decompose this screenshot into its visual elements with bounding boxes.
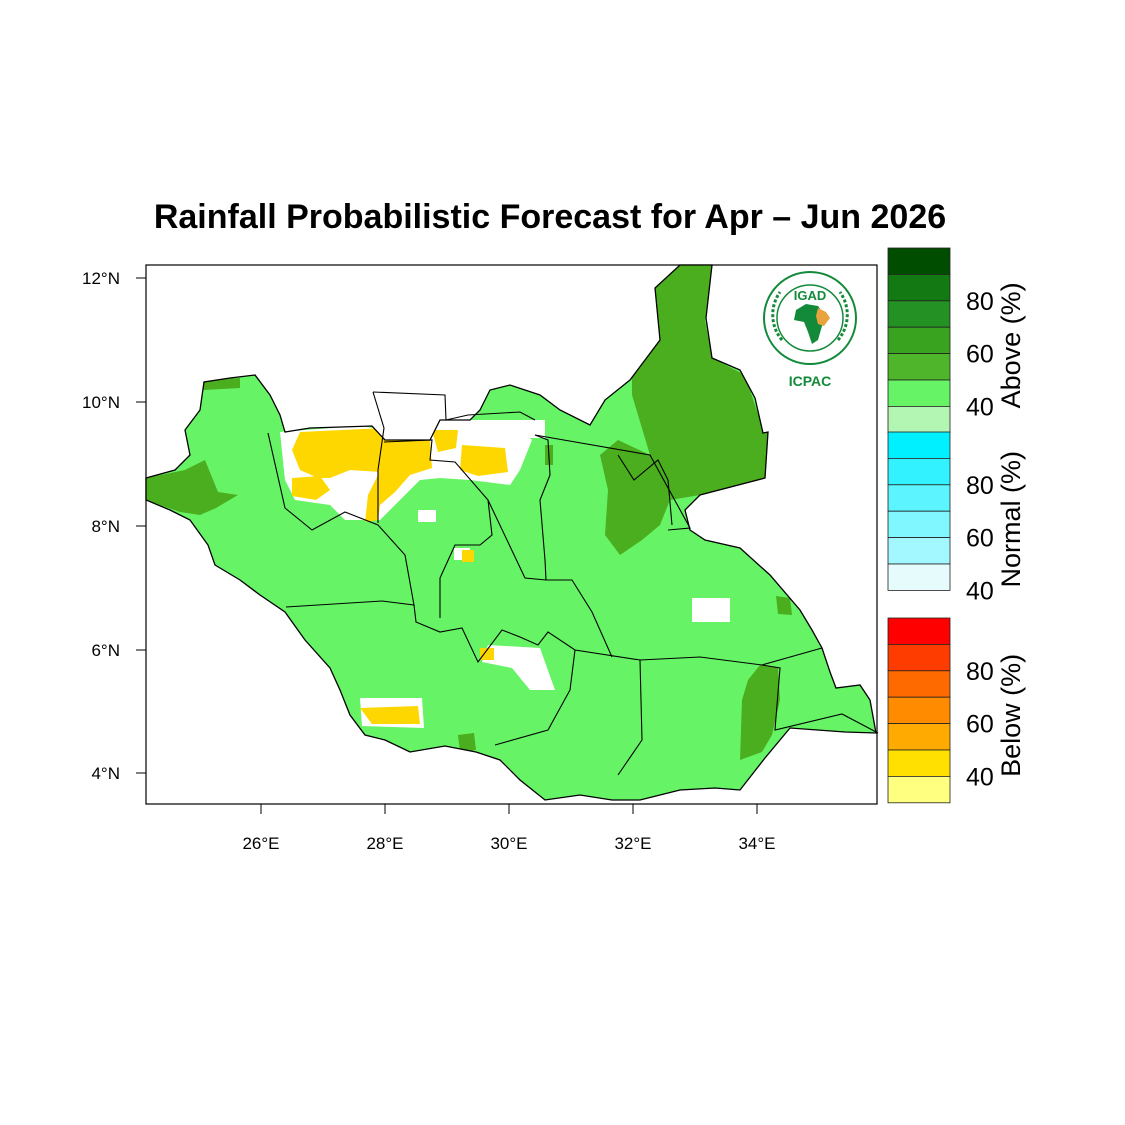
legend-tick-label: 80	[966, 288, 994, 316]
legend-swatch	[887, 670, 951, 698]
x-tick-label: 32°E	[614, 834, 651, 853]
y-tick-label: 4°N	[91, 764, 120, 783]
laurel-right-icon	[836, 291, 849, 341]
legend-swatch	[887, 749, 951, 777]
below-40-zone-patch-1	[292, 476, 330, 500]
y-tick-label: 8°N	[91, 517, 120, 536]
normal-zone-north-strip	[432, 420, 545, 438]
legend-tick-label: 40	[966, 763, 994, 791]
above-50-zone-south-spot	[458, 733, 476, 752]
axis-ticks	[136, 277, 758, 814]
legend-swatch	[887, 563, 951, 591]
y-tick-label: 6°N	[91, 641, 120, 660]
igad-region-icon	[816, 308, 830, 326]
normal-zone-central	[482, 645, 555, 690]
legend-swatch	[887, 510, 951, 539]
legend-group-label: Normal (%)	[996, 451, 1026, 588]
below-40-zone-spot-2	[462, 550, 474, 562]
legend-swatch	[887, 431, 951, 459]
logo-acronym: IGAD	[794, 288, 827, 303]
below-40-zone-north-central	[365, 440, 432, 522]
normal-zone-spot-1	[418, 510, 436, 522]
y-tick-label: 10°N	[82, 393, 120, 412]
legend-swatch	[887, 484, 951, 512]
x-tick-label: 34°E	[738, 834, 775, 853]
country-outline	[145, 264, 877, 801]
legend-swatch	[887, 247, 951, 275]
x-tick-label: 26°E	[242, 834, 279, 853]
above-50-zone-northeast	[600, 265, 768, 555]
y-axis-labels: 12°N 10°N 8°N 6°N 4°N	[82, 269, 120, 783]
logo-subtitle: ICPAC	[789, 373, 832, 389]
legend-swatch	[887, 326, 951, 355]
above-50-zone-west	[146, 460, 238, 515]
legend-swatch	[887, 273, 951, 302]
legend-tick-label: 40	[966, 577, 994, 605]
chart-title: Rainfall Probabilistic Forecast for Apr …	[153, 198, 947, 236]
x-tick-label: 28°E	[366, 834, 403, 853]
below-40-zone-patch-2	[432, 430, 458, 452]
above-50-zone-small-se	[776, 596, 792, 615]
state-boundaries	[267, 391, 879, 776]
below-40-zone-spot-1	[480, 648, 494, 660]
legend-tick-label: 80	[966, 472, 994, 500]
legend-swatch	[887, 644, 951, 672]
normal-zone-east	[692, 598, 730, 622]
legend-swatch	[887, 405, 951, 434]
igad-icpac-logo: IGAD ICPAC	[763, 271, 857, 389]
legend-tick-label: 80	[966, 658, 994, 686]
below-40-zone-south	[360, 706, 420, 724]
legend-group-above: 80 60 40 Above (%)	[887, 247, 1026, 434]
legend-swatch	[887, 379, 951, 407]
below-40-zone-patch-3	[460, 445, 508, 476]
legend-swatch	[887, 776, 951, 804]
above-50-zone-southeast	[740, 665, 780, 760]
x-axis-labels: 26°E 28°E 30°E 32°E 34°E	[242, 834, 775, 853]
legend-swatch	[887, 537, 951, 565]
x-tick-label: 30°E	[490, 834, 527, 853]
legend-swatch	[887, 617, 951, 645]
legend-tick-label: 40	[966, 393, 994, 421]
laurel-left-icon	[771, 291, 784, 341]
legend-group-label: Below (%)	[996, 654, 1026, 777]
legend-group-label: Above (%)	[996, 282, 1026, 408]
legend-swatch	[887, 457, 951, 486]
legend-tick-label: 60	[966, 341, 994, 369]
legend-swatch	[887, 696, 951, 725]
legend-tick-label: 60	[966, 525, 994, 553]
legend-tick-label: 60	[966, 711, 994, 739]
below-40-zone-north-west	[292, 428, 392, 478]
legend-swatch	[887, 723, 951, 751]
y-tick-label: 12°N	[82, 269, 120, 288]
legend-swatch	[887, 300, 951, 328]
forecast-anomaly-layer	[146, 265, 792, 760]
legend-swatch	[887, 353, 951, 381]
